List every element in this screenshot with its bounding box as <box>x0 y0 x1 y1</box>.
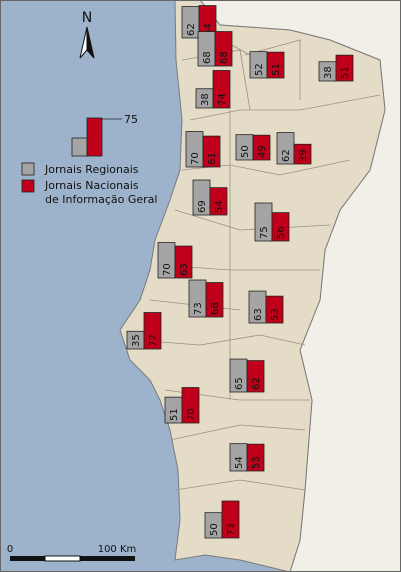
region-bar-group: 68 68 <box>197 31 233 67</box>
bar-nacionais <box>221 500 240 539</box>
bar-label-nacionais: 53 <box>270 308 281 321</box>
region-bar-group: 54 53 <box>229 443 265 472</box>
region-bar-group: 62 64 <box>181 5 217 39</box>
bar-label-regionais: 70 <box>190 152 201 165</box>
bar-nacionais <box>265 295 284 324</box>
bar-label-nacionais: 74 <box>217 93 228 106</box>
scale-bar-segment-2 <box>44 555 81 562</box>
bar-label-nacionais: 70 <box>186 408 197 421</box>
bar-label-regionais: 65 <box>234 377 245 390</box>
bar-label-nacionais: 62 <box>251 377 262 390</box>
legend-label-nacionais-line-1: Jornais Nacionais <box>44 179 139 192</box>
bar-label-nacionais: 51 <box>340 66 351 79</box>
region-bar-group: 70 63 <box>157 242 193 279</box>
legend-swatch-regionais <box>21 162 35 176</box>
scale-bar: 0 100 Km <box>7 544 137 562</box>
bar-nacionais <box>293 143 312 165</box>
region-bar-group: 75 56 <box>254 202 290 242</box>
region-bar-group: 73 68 <box>188 279 224 318</box>
bar-nacionais <box>252 134 271 161</box>
legend-reference-value: 75 <box>124 113 138 126</box>
bar-nacionais <box>246 360 265 393</box>
region-bar-group: 62 39 <box>276 132 312 165</box>
bar-nacionais <box>205 282 224 318</box>
bar-label-regionais: 54 <box>234 456 245 469</box>
bar-nacionais <box>335 54 354 82</box>
region-bar-group: 50 73 <box>204 500 240 539</box>
legend-label-nacionais-line-2: de Informação Geral <box>45 193 157 206</box>
scale-label-start: 0 <box>7 544 13 555</box>
bar-chart-layer: 62 64 68 68 38 74 52 51 38 51 70 61 50 49 62 39 69 54 75 56… <box>126 5 354 539</box>
bar-nacionais <box>246 443 265 472</box>
bar-nacionais <box>143 312 162 350</box>
region-bar-group: 63 53 <box>248 290 284 324</box>
bar-nacionais <box>271 212 290 242</box>
region-bar-group: 38 74 <box>195 70 231 109</box>
legend-label-regionais: Jornais Regionais <box>44 163 139 176</box>
scale-bar-segment-3 <box>80 556 135 561</box>
bar-label-nacionais: 49 <box>257 145 268 158</box>
bar-label-regionais: 63 <box>253 308 264 321</box>
bar-label-regionais: 62 <box>186 23 197 36</box>
bar-label-nacionais: 63 <box>179 263 190 276</box>
bar-label-regionais: 38 <box>200 93 211 106</box>
legend-reference-bar-regionais <box>71 137 88 157</box>
bar-label-nacionais: 56 <box>276 226 287 239</box>
bar-label-nacionais: 54 <box>214 200 225 213</box>
bar-label-regionais: 35 <box>131 334 142 347</box>
north-arrow: N <box>79 10 95 59</box>
bar-nacionais <box>212 70 231 109</box>
bar-label-nacionais: 64 <box>203 23 214 36</box>
bar-label-nacionais: 72 <box>148 334 159 347</box>
region-bar-group: 52 51 <box>249 51 285 79</box>
bar-label-nacionais: 51 <box>271 63 282 76</box>
legend-swatch-nacionais <box>21 179 35 193</box>
scale-label-end: 100 Km <box>98 544 137 555</box>
legend-reference-bar-nacionais <box>86 117 103 157</box>
bar-label-regionais: 62 <box>281 149 292 162</box>
bar-label-nacionais: 53 <box>251 456 262 469</box>
region-bar-group: 70 61 <box>185 131 221 168</box>
bar-label-nacionais: 68 <box>219 51 230 64</box>
bar-label-regionais: 69 <box>197 200 208 213</box>
north-arrow-right-half <box>86 26 95 59</box>
north-label: N <box>82 10 92 26</box>
bar-label-regionais: 51 <box>169 408 180 421</box>
legend: 75 Jornais Regionais Jornais Nacionais d… <box>21 113 157 206</box>
bar-nacionais <box>214 31 233 67</box>
bar-label-nacionais: 39 <box>298 149 309 162</box>
region-bar-group: 35 72 <box>126 312 162 350</box>
region-bar-group: 69 54 <box>192 179 228 216</box>
bar-nacionais <box>202 135 221 168</box>
bar-nacionais <box>209 187 228 216</box>
bar-label-regionais: 50 <box>240 145 251 158</box>
bar-nacionais <box>266 51 285 79</box>
bar-label-regionais: 50 <box>209 523 220 536</box>
bar-label-regionais: 75 <box>259 226 270 239</box>
bar-label-regionais: 38 <box>323 66 334 79</box>
region-bar-group: 50 49 <box>235 134 271 161</box>
bar-label-regionais: 70 <box>162 263 173 276</box>
region-bar-group: 38 51 <box>318 54 354 82</box>
bar-nacionais <box>181 387 200 424</box>
region-bar-group: 51 70 <box>164 387 200 424</box>
bar-label-regionais: 52 <box>254 63 265 76</box>
scale-bar-segment-1 <box>10 556 45 561</box>
bar-label-nacionais: 68 <box>210 302 221 315</box>
bar-label-nacionais: 61 <box>207 152 218 165</box>
bar-label-regionais: 73 <box>193 302 204 315</box>
bar-label-regionais: 68 <box>202 51 213 64</box>
region-bar-group: 65 62 <box>229 358 265 393</box>
bar-nacionais <box>174 245 193 279</box>
bar-label-nacionais: 73 <box>226 523 237 536</box>
